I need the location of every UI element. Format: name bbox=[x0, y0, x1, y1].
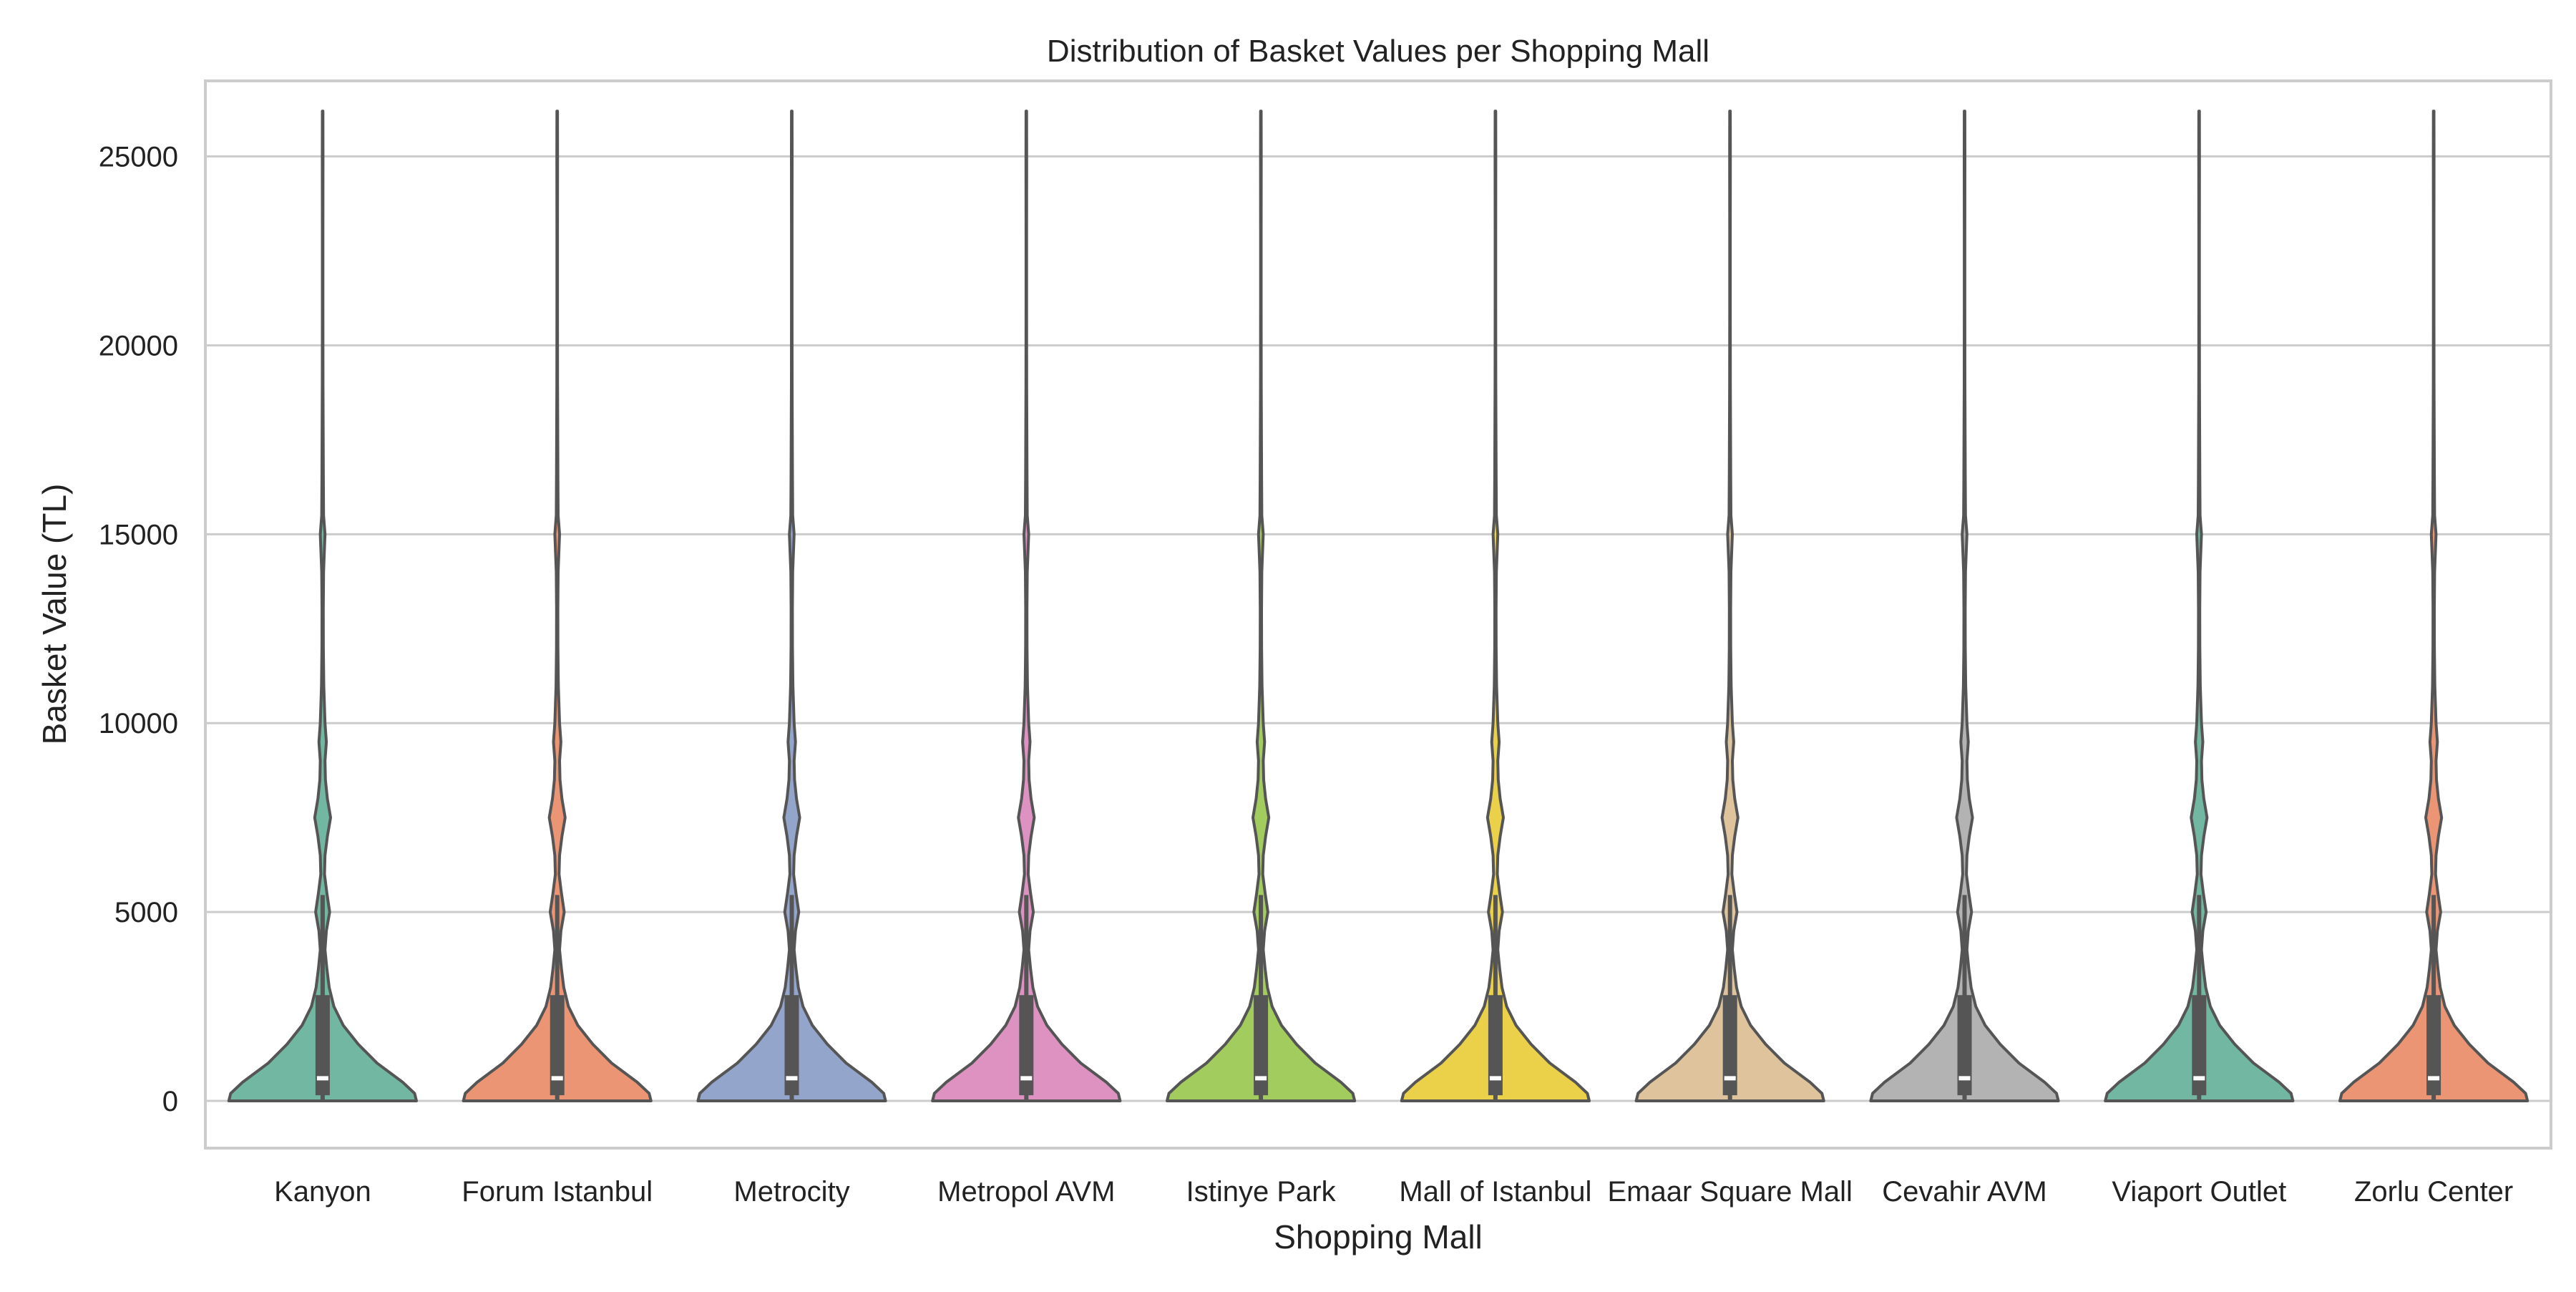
violin-body bbox=[2104, 110, 2295, 1102]
plot-frame bbox=[204, 79, 2552, 1150]
x-tick-labels: Kanyon Forum Istanbul Metrocity Metropol AV… bbox=[274, 1176, 2513, 1208]
violin-iqr-box bbox=[1722, 995, 1737, 1096]
x-tick-label: Forum Istanbul bbox=[462, 1176, 653, 1208]
violin-zorlu-center bbox=[2338, 110, 2529, 1102]
x-axis-title: Shopping Mall bbox=[1274, 1218, 1483, 1255]
y-tick-label: 25000 bbox=[99, 142, 178, 173]
y-tick-label: 15000 bbox=[99, 519, 178, 550]
violin-iqr-box bbox=[1488, 995, 1503, 1096]
violin-emaar-square-mall bbox=[1634, 110, 1825, 1102]
violin-forum-istanbul bbox=[462, 110, 653, 1102]
x-tick-label: Kanyon bbox=[274, 1176, 371, 1208]
y-tick-labels: 0 5000 10000 15000 20000 25000 bbox=[99, 142, 178, 1117]
violin-iqr-box bbox=[2426, 995, 2441, 1096]
x-tick-label: Mall of Istanbul bbox=[1399, 1176, 1591, 1208]
violin-cevahir-avm bbox=[1869, 110, 2060, 1102]
violin-kanyon bbox=[227, 110, 418, 1102]
x-tick-label: Zorlu Center bbox=[2354, 1176, 2513, 1208]
violin-metropol-avm bbox=[931, 110, 1122, 1102]
violin-body bbox=[227, 110, 418, 1102]
x-tick-label: Metropol AVM bbox=[937, 1176, 1115, 1208]
violin-metrocity bbox=[696, 110, 887, 1102]
y-tick-label: 0 bbox=[162, 1086, 178, 1117]
violin-body bbox=[2338, 110, 2529, 1102]
violin-iqr-box bbox=[1254, 995, 1269, 1096]
violin-iqr-box bbox=[784, 995, 799, 1096]
violin-body bbox=[696, 110, 887, 1102]
violin-iqr-box bbox=[2192, 995, 2207, 1096]
x-tick-label: Istinye Park bbox=[1186, 1176, 1337, 1208]
violin-iqr-box bbox=[1957, 995, 1972, 1096]
x-tick-label: Viaport Outlet bbox=[2112, 1176, 2286, 1208]
violin-layer bbox=[227, 110, 2529, 1102]
y-axis-title: Basket Value (TL) bbox=[36, 484, 73, 745]
y-tick-label: 5000 bbox=[114, 897, 178, 928]
y-tick-label: 10000 bbox=[99, 708, 178, 739]
y-tick-label: 20000 bbox=[99, 330, 178, 361]
violin-iqr-box bbox=[315, 995, 330, 1096]
violin-iqr-box bbox=[550, 995, 565, 1096]
violin-body bbox=[1400, 110, 1591, 1102]
x-tick-label: Metrocity bbox=[733, 1176, 849, 1208]
violin-iqr-box bbox=[1019, 995, 1034, 1096]
chart-title: Distribution of Basket Values per Shoppi… bbox=[1047, 34, 1709, 69]
violin-mall-of-istanbul bbox=[1400, 110, 1591, 1102]
x-tick-label: Emaar Square Mall bbox=[1608, 1176, 1853, 1208]
violin-viaport-outlet bbox=[2104, 110, 2295, 1102]
violin-body bbox=[1166, 110, 1357, 1102]
violin-istinye-park bbox=[1166, 110, 1357, 1102]
x-tick-label: Cevahir AVM bbox=[1882, 1176, 2046, 1208]
violin-body bbox=[1869, 110, 2060, 1102]
violin-body bbox=[931, 110, 1122, 1102]
violin-body bbox=[1634, 110, 1825, 1102]
violin-body bbox=[462, 110, 653, 1102]
